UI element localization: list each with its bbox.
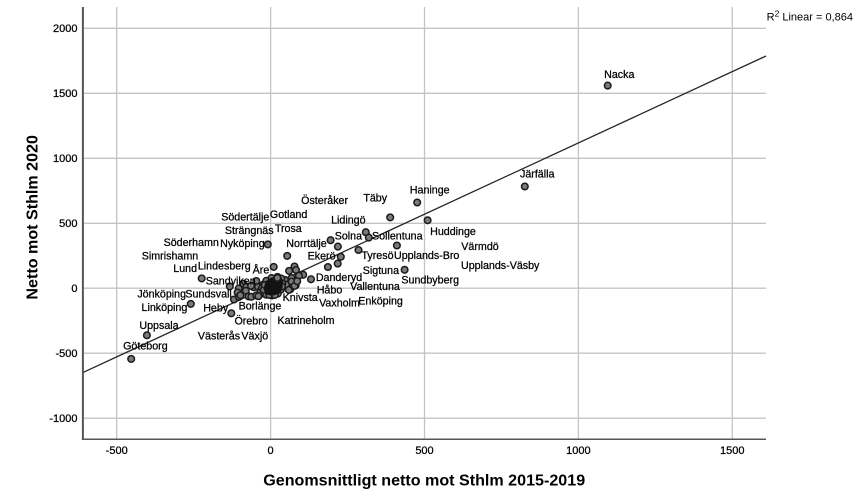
- svg-text:0: 0: [71, 283, 77, 295]
- svg-text:R2 Linear = 0,864: R2 Linear = 0,864: [767, 8, 853, 23]
- svg-text:Vallentuna: Vallentuna: [350, 281, 400, 293]
- svg-text:Trosa: Trosa: [275, 223, 302, 235]
- svg-text:Västerås: Västerås: [198, 331, 240, 343]
- svg-text:Österåker: Österåker: [301, 195, 348, 207]
- svg-text:Uppsala: Uppsala: [139, 320, 178, 332]
- svg-text:Vaxholm: Vaxholm: [319, 298, 360, 310]
- svg-text:Linköping: Linköping: [142, 302, 188, 314]
- svg-text:Simrishamn: Simrishamn: [142, 251, 198, 263]
- svg-text:1000: 1000: [566, 445, 590, 457]
- svg-text:Sollentuna: Sollentuna: [372, 230, 423, 242]
- svg-text:Lindesberg: Lindesberg: [198, 261, 251, 273]
- svg-text:Danderyd: Danderyd: [316, 272, 362, 284]
- svg-text:0: 0: [268, 445, 274, 457]
- svg-text:Värmdö: Värmdö: [461, 241, 498, 253]
- svg-text:Solna: Solna: [335, 230, 362, 242]
- svg-text:-500: -500: [106, 445, 128, 457]
- svg-text:Katrineholm: Katrineholm: [277, 315, 334, 327]
- svg-text:Göteborg: Göteborg: [123, 340, 168, 352]
- svg-text:Växjö: Växjö: [241, 331, 268, 343]
- svg-text:Huddinge: Huddinge: [430, 226, 476, 238]
- svg-text:500: 500: [59, 218, 77, 230]
- svg-text:Lund: Lund: [173, 263, 197, 275]
- svg-text:Netto mot Sthlm 2020: Netto mot Sthlm 2020: [23, 135, 41, 300]
- svg-text:500: 500: [415, 445, 433, 457]
- svg-text:Haninge: Haninge: [410, 185, 450, 197]
- svg-text:Genomsnittligt netto mot Sthlm: Genomsnittligt netto mot Sthlm 2015-2019: [263, 472, 585, 490]
- svg-text:Sundbyberg: Sundbyberg: [401, 274, 459, 286]
- svg-text:1500: 1500: [53, 88, 77, 100]
- svg-text:Upplands-Väsby: Upplands-Väsby: [461, 260, 540, 272]
- svg-text:-1000: -1000: [49, 413, 77, 425]
- svg-text:Gotland: Gotland: [270, 209, 307, 221]
- svg-text:Ekerö: Ekerö: [308, 251, 336, 263]
- svg-text:Söderhamn: Söderhamn: [164, 237, 219, 249]
- svg-text:Järfälla: Järfälla: [520, 169, 555, 181]
- svg-text:Heby: Heby: [203, 303, 229, 315]
- svg-text:Enköping: Enköping: [358, 296, 403, 308]
- svg-text:Sandviken: Sandviken: [206, 276, 256, 288]
- svg-text:1500: 1500: [720, 445, 744, 457]
- svg-text:Tyresö: Tyresö: [361, 250, 393, 262]
- svg-text:1000: 1000: [53, 153, 77, 165]
- svg-text:Nyköping: Nyköping: [220, 238, 265, 250]
- svg-text:Örebro: Örebro: [234, 316, 267, 328]
- svg-text:2000: 2000: [53, 23, 77, 35]
- svg-text:Borlänge: Borlänge: [239, 300, 282, 312]
- svg-text:-500: -500: [55, 348, 77, 360]
- svg-text:Åre: Åre: [253, 264, 270, 277]
- svg-text:Sigtuna: Sigtuna: [363, 265, 399, 277]
- svg-text:Jönköping: Jönköping: [137, 289, 186, 301]
- svg-text:Knivsta: Knivsta: [283, 292, 318, 304]
- svg-text:Nacka: Nacka: [604, 69, 634, 81]
- svg-text:Sundsvall: Sundsvall: [185, 289, 231, 301]
- svg-text:Håbo: Håbo: [317, 285, 343, 297]
- svg-text:Täby: Täby: [363, 192, 387, 204]
- svg-text:Lidingö: Lidingö: [331, 215, 366, 227]
- svg-text:Upplands-Bro: Upplands-Bro: [394, 250, 459, 262]
- svg-text:Strängnäs: Strängnäs: [225, 225, 274, 237]
- svg-text:Norrtälje: Norrtälje: [286, 238, 326, 250]
- svg-text:Södertälje: Södertälje: [221, 212, 269, 224]
